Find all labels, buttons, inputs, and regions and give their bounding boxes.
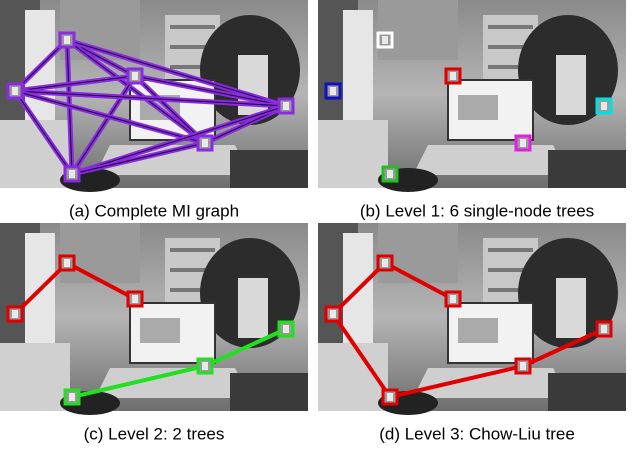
node-patch — [330, 310, 336, 318]
node-patch — [387, 170, 393, 178]
node-patch — [12, 87, 18, 95]
node-patch — [64, 259, 70, 267]
node-patch — [382, 259, 388, 267]
node-patch — [450, 295, 456, 303]
node-patch — [69, 170, 75, 178]
photo — [318, 0, 626, 192]
image-panel — [0, 0, 308, 192]
node-patch — [69, 393, 75, 401]
node-patch — [202, 139, 208, 147]
panel-caption: (b) Level 1: 6 single-node trees — [360, 201, 594, 220]
node-patch — [132, 72, 138, 80]
node-patch — [64, 36, 70, 44]
image-panel — [0, 223, 308, 415]
photo — [318, 223, 626, 415]
node-patch — [283, 325, 289, 333]
panel-caption: (c) Level 2: 2 trees — [84, 424, 225, 443]
figure: (a) Complete MI graph (b) Level 1: 6 sing… — [0, 0, 635, 450]
node-patch — [382, 36, 388, 44]
node-patch — [12, 310, 18, 318]
node-patch — [520, 139, 526, 147]
node-patch — [450, 72, 456, 80]
node-patch — [283, 102, 289, 110]
node-patch — [387, 393, 393, 401]
node-patch — [330, 87, 336, 95]
panel-caption: (d) Level 3: Chow-Liu tree — [379, 424, 575, 443]
node-patch — [601, 325, 607, 333]
node-patch — [132, 295, 138, 303]
node-patch — [520, 362, 526, 370]
node-patch — [601, 102, 607, 110]
photo — [0, 223, 308, 415]
image-panel — [318, 0, 626, 192]
image-panel — [318, 223, 626, 415]
panel-caption: (a) Complete MI graph — [69, 201, 239, 220]
node-patch — [202, 362, 208, 370]
page: {"figure": {"panels": [ {"caption": "(a)… — [0, 0, 635, 450]
